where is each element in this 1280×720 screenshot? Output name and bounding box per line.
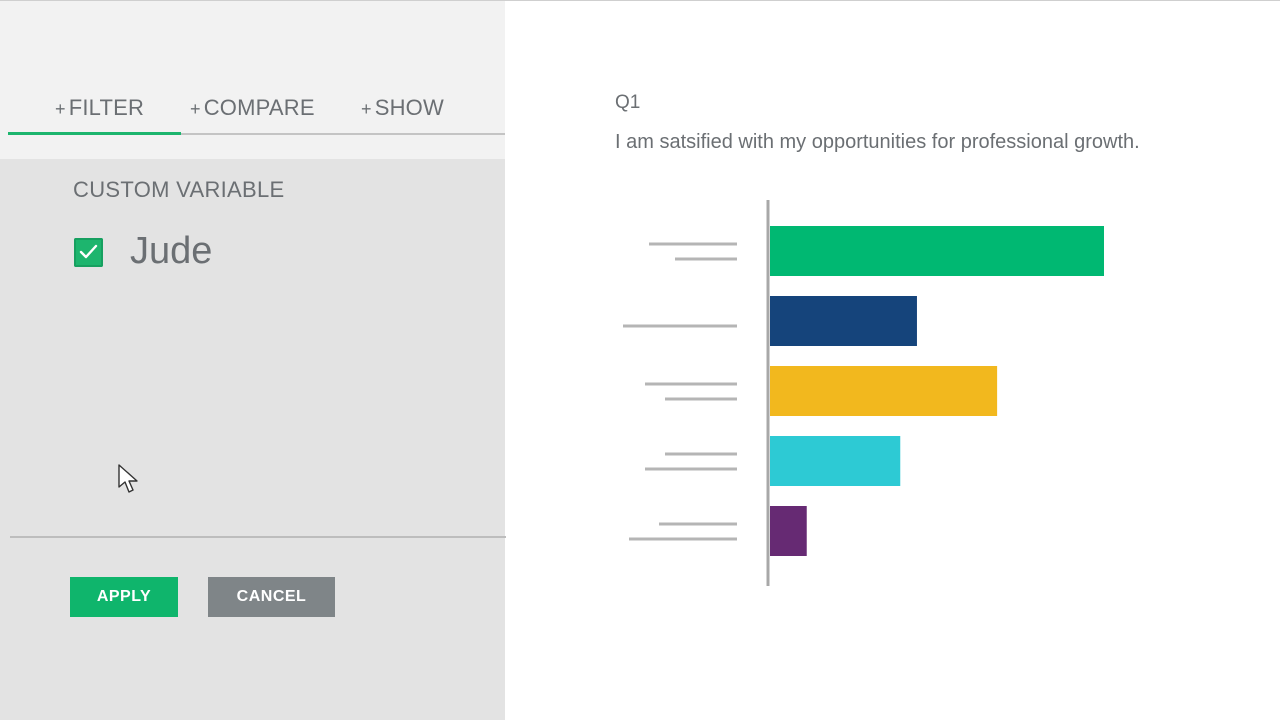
question-number: Q1 [615, 92, 641, 113]
tab-compare[interactable]: + COMPARE [190, 95, 315, 121]
plus-icon: + [361, 99, 372, 119]
checkmark-icon [79, 244, 98, 259]
tab-bar-divider [8, 133, 505, 135]
cancel-button[interactable]: CANCEL [208, 577, 335, 617]
panel-footer-divider [10, 536, 506, 538]
chart-bar-5 [770, 506, 807, 556]
tab-compare-label: COMPARE [203, 95, 315, 120]
checkbox-label[interactable]: Jude [130, 230, 213, 272]
chart-bar-1 [770, 226, 1104, 276]
apply-button[interactable]: APPLY [70, 577, 178, 617]
top-divider [0, 0, 1280, 1]
tab-bar: + FILTER + COMPARE + SHOW [8, 85, 505, 135]
mouse-pointer-icon [118, 464, 138, 493]
chart-bar-2 [770, 296, 917, 346]
section-title: CUSTOM VARIABLE [73, 177, 285, 202]
plus-icon: + [190, 99, 201, 119]
filter-panel: + FILTER + COMPARE + SHOW CUSTOM VARIABLE J… [0, 1, 506, 720]
tab-show-label: SHOW [374, 95, 444, 120]
chart-bar-4 [770, 436, 901, 486]
results-bar-chart [623, 200, 1104, 586]
plus-icon: + [55, 99, 66, 119]
tab-show[interactable]: + SHOW [361, 95, 444, 121]
jude-checkbox[interactable] [74, 238, 103, 267]
filter-panel-header: + FILTER + COMPARE + SHOW [0, 1, 505, 159]
active-tab-indicator [8, 132, 181, 135]
tab-filter[interactable]: + FILTER [55, 95, 144, 121]
chart-bar-3 [770, 366, 998, 416]
question-text: I am satsified with my opportunities for… [615, 131, 1140, 153]
tab-filter-label: FILTER [68, 95, 145, 120]
